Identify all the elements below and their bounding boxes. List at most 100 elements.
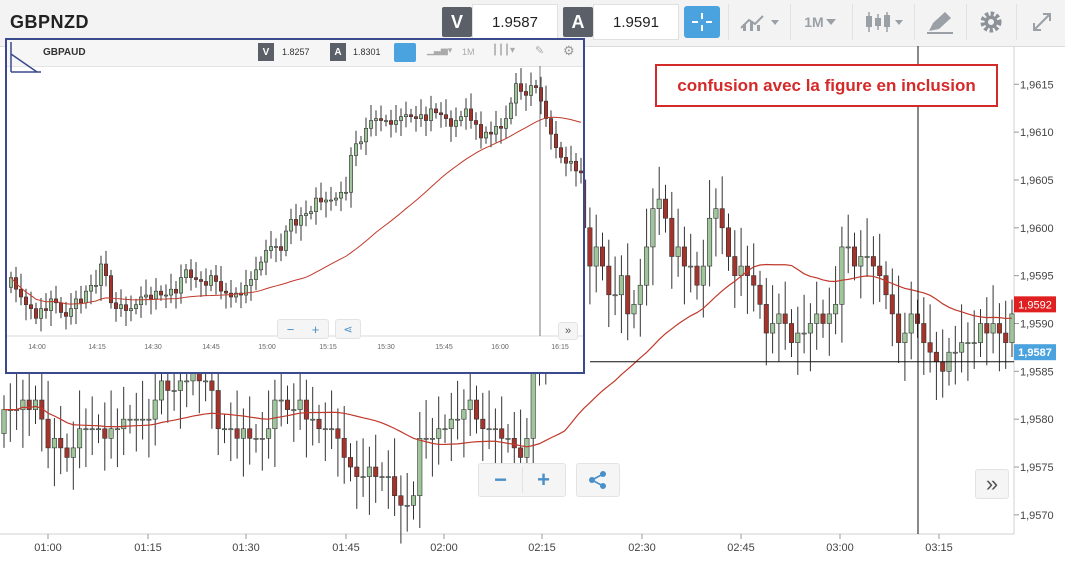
candle-body	[174, 288, 179, 294]
drawing-tools-button[interactable]	[914, 4, 965, 40]
sell-price-button[interactable]: V 1.9587	[442, 4, 558, 40]
candle-body	[199, 279, 204, 282]
candle-body	[146, 418, 152, 421]
fullscreen-icon	[1032, 13, 1051, 31]
inset-chart-type-icon[interactable]: ▁▃▅▾	[427, 45, 453, 55]
candle-body	[732, 256, 738, 276]
x-tick-label: 01:30	[232, 542, 260, 554]
candle-body	[483, 131, 488, 139]
candle-body	[662, 198, 668, 219]
candle-body	[568, 160, 573, 164]
inset-zoom-controls: − +	[277, 319, 329, 339]
candle-body	[159, 380, 165, 401]
candle-body	[316, 418, 322, 430]
inset-zoom-out-button[interactable]: −	[286, 321, 295, 337]
candle-body	[293, 219, 298, 226]
inset-x-tick-label: 14:00	[28, 344, 46, 351]
candle-body	[283, 230, 288, 251]
inset-buy-price[interactable]: 1.8301	[353, 47, 381, 57]
inset-x-tick-label: 15:45	[435, 344, 453, 351]
candle-body	[418, 114, 423, 119]
inset-candlestick-icon[interactable]: ┃┃┃▾	[492, 45, 516, 56]
zoom-out-button[interactable]: −	[480, 467, 523, 493]
candle-body	[154, 290, 159, 300]
buy-price-button[interactable]: A 1.9591	[563, 4, 679, 40]
fullscreen-button[interactable]	[1016, 4, 1065, 40]
zoom-in-button[interactable]: +	[537, 467, 550, 492]
scroll-to-end-button[interactable]: »	[975, 469, 1009, 499]
share-button[interactable]	[576, 463, 620, 497]
inset-crosshair-button[interactable]	[394, 43, 416, 62]
candle-body	[908, 313, 914, 334]
inset-chart[interactable]: 14:00 14:15 14:30 14:45 15:00 15:15 15:30 15:45…	[7, 66, 583, 372]
candle-body	[322, 428, 328, 431]
inset-gear-icon[interactable]: ⚙	[563, 43, 575, 58]
y-tick-label: 1,9575	[1020, 462, 1054, 474]
candle-body	[423, 114, 428, 121]
candle-body	[548, 118, 553, 135]
crosshair-button[interactable]	[684, 6, 720, 38]
candle-body	[234, 428, 240, 439]
candle-body	[558, 147, 563, 158]
buy-price: 1.9591	[593, 4, 679, 40]
candle-body	[442, 428, 448, 431]
candle-body	[814, 313, 820, 324]
candle-body	[713, 208, 719, 219]
candle-body	[51, 438, 57, 449]
inset-sell-price[interactable]: 1.8257	[282, 47, 310, 57]
candle-body	[129, 308, 134, 311]
inset-pencil-icon[interactable]: ✎	[535, 45, 545, 57]
candle-body	[383, 120, 388, 122]
candle-body	[398, 116, 403, 121]
candle-body	[278, 246, 283, 251]
candle-body	[707, 217, 713, 267]
candle-body	[379, 476, 385, 478]
candle-body	[851, 246, 857, 267]
candle-body	[378, 118, 383, 121]
candle-body	[644, 246, 650, 286]
candle-body	[234, 292, 239, 298]
inset-x-tick-label: 14:15	[88, 344, 106, 351]
candle-body	[492, 428, 498, 431]
candle-body	[38, 308, 43, 319]
candle-body	[63, 312, 68, 317]
candle-body	[578, 170, 583, 174]
y-tick-label: 1,9600	[1020, 223, 1054, 235]
candle-body	[719, 208, 725, 229]
main-chart[interactable]: 1,9570 1,9575 1,9580 1,9585 1,9590 1,9595 1,96…	[0, 46, 1065, 563]
inset-timeframe-label[interactable]: 1M	[462, 47, 475, 57]
candle-body	[688, 265, 694, 268]
candlestick-icon	[866, 12, 903, 32]
timeframe-dropdown[interactable]: 1M	[790, 4, 851, 40]
x-tick-label: 01:45	[332, 542, 360, 554]
candle-body	[360, 476, 366, 478]
chart-type-icon	[740, 15, 779, 31]
candle-style-button[interactable]	[852, 4, 913, 40]
candle-body	[984, 323, 990, 334]
candle-body	[134, 304, 139, 309]
inset-share-button[interactable]: ⋖	[335, 319, 361, 339]
candle-body	[751, 275, 757, 286]
candle-body	[84, 290, 89, 304]
candle-body	[606, 265, 612, 296]
candle-body	[669, 217, 675, 257]
candle-body	[171, 390, 177, 392]
candle-body	[473, 120, 478, 125]
candle-body	[393, 120, 398, 125]
candle-body	[833, 304, 839, 315]
candle-body	[363, 127, 368, 143]
candle-body	[443, 114, 448, 119]
inset-zoom-in-button[interactable]: +	[311, 321, 320, 337]
candle-body	[338, 191, 343, 199]
chart-type-button[interactable]	[728, 4, 789, 40]
candle-body	[328, 199, 333, 202]
candle-body	[259, 261, 264, 271]
candle-body	[455, 418, 461, 421]
inset-scroll-to-end-button[interactable]: »	[558, 322, 578, 340]
y-tick-label: 1,9610	[1020, 127, 1054, 139]
settings-button[interactable]	[966, 4, 1015, 40]
candle-body	[952, 351, 958, 354]
candle-body	[921, 323, 927, 343]
candle-body	[222, 428, 228, 431]
candle-body	[189, 269, 194, 278]
